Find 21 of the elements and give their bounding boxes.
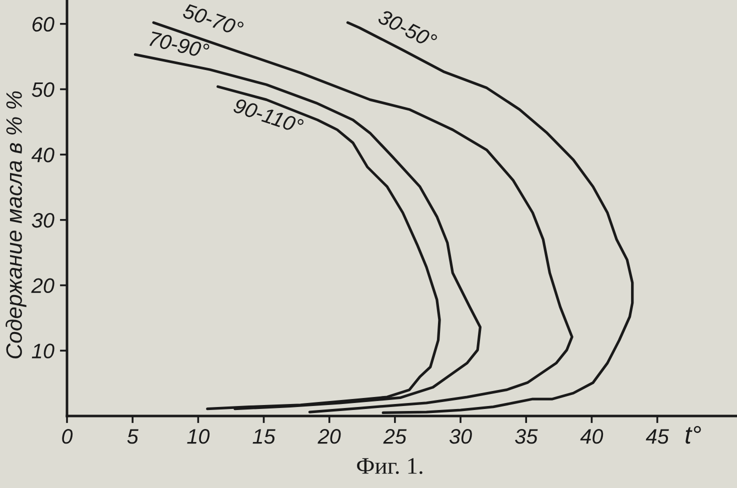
x-tick-label: 25 [383, 429, 407, 444]
x-tick-label: 5 [127, 429, 138, 444]
x-tick-label: 15 [252, 429, 276, 444]
y-tick-label: 30 [32, 212, 54, 228]
y-tick-label: 10 [32, 344, 54, 358]
text: Фиг. 1. [357, 458, 422, 474]
text: 90-110° [232, 98, 304, 134]
x-tick-label: 35 [515, 429, 538, 444]
y-tick-label: 40 [31, 148, 54, 162]
y-tick-label: 20 [31, 278, 54, 294]
text: 30-50° [377, 8, 438, 50]
x-tick-label: 40 [580, 429, 604, 444]
x-tick-label: 0 [62, 429, 73, 444]
y-tick-label: 50 [32, 82, 54, 97]
x-axis-title: t° [686, 426, 701, 444]
y-tick-label: 60 [32, 16, 54, 32]
x-tick-label: 20 [318, 429, 341, 444]
x-tick-label: 30 [449, 429, 472, 444]
x-tick-label: 10 [187, 429, 210, 444]
x-tick-label: 45 [646, 429, 669, 444]
y-axis-title: Содержание масла в % % [6, 91, 26, 358]
